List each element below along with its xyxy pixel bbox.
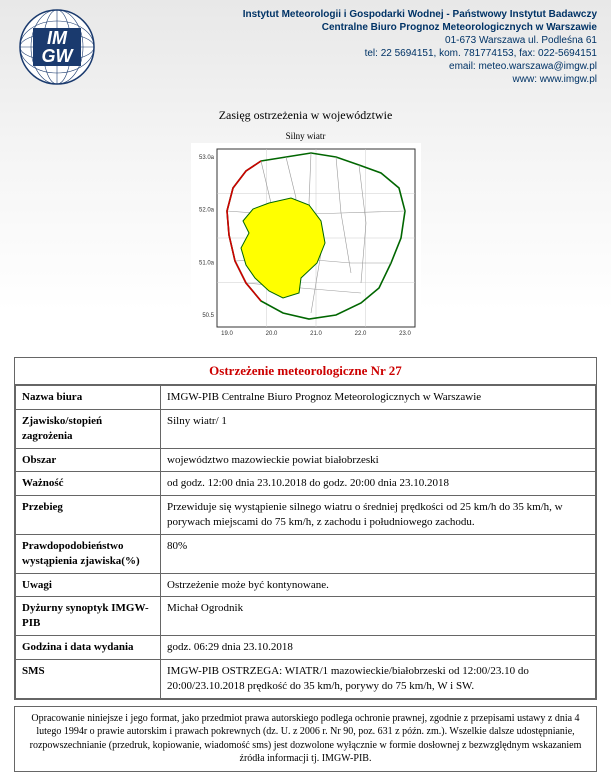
svg-text:19.0: 19.0: [221, 331, 233, 337]
header-contact-block: Instytut Meteorologii i Gospodarki Wodne…: [108, 8, 597, 86]
warning-title: Ostrzeżenie meteorologiczne Nr 27: [15, 358, 596, 385]
row-value: Silny wiatr/ 1: [161, 409, 596, 448]
svg-text:23.0: 23.0: [399, 331, 411, 337]
logo-text-bottom: GW: [42, 46, 75, 66]
svg-text:52.0a: 52.0a: [198, 208, 214, 214]
row-value: IMGW-PIB Centralne Biuro Prognoz Meteoro…: [161, 386, 596, 410]
row-label: Dyżurny synoptyk IMGW-PIB: [16, 597, 161, 636]
row-label: Uwagi: [16, 573, 161, 597]
row-value: godz. 06:29 dnia 23.10.2018: [161, 636, 596, 660]
map-container: Silny wiatr 53.0a 52.0a 51.0a 50.5 19.0 20.0 2…: [0, 131, 611, 343]
row-value: Ostrzeżenie może być kontynowane.: [161, 573, 596, 597]
row-value: Przewiduje się wystąpienie silnego wiatr…: [161, 496, 596, 535]
map-caption: Silny wiatr: [0, 131, 611, 141]
row-label: Godzina i data wydania: [16, 636, 161, 660]
svg-text:51.0a: 51.0a: [198, 260, 214, 266]
table-row: UwagiOstrzeżenie może być kontynowane.: [16, 573, 596, 597]
row-label: Nazwa biura: [16, 386, 161, 410]
svg-text:20.0: 20.0: [265, 331, 277, 337]
svg-text:21.0: 21.0: [310, 331, 322, 337]
row-value: Michał Ogrodnik: [161, 597, 596, 636]
row-value: 80%: [161, 534, 596, 573]
imgw-logo: IM GW: [18, 8, 96, 86]
table-row: PrzebiegPrzewiduje się wystąpienie silne…: [16, 496, 596, 535]
header-address: 01-673 Warszawa ul. Podleśna 61: [108, 34, 597, 47]
table-row: Obszarwojewództwo mazowieckie powiat bia…: [16, 448, 596, 472]
row-value: województwo mazowieckie powiat białobrze…: [161, 448, 596, 472]
table-row: Dyżurny synoptyk IMGW-PIBMichał Ogrodnik: [16, 597, 596, 636]
footer-text: Opracowanie niniejsze i jego format, jak…: [30, 713, 582, 765]
header-phone: tel: 22 5694151, kom. 781774153, fax: 02…: [108, 47, 597, 60]
table-row: Prawdopodobieństwo wystąpienia zjawiska(…: [16, 534, 596, 573]
warning-table-container: Ostrzeżenie meteorologiczne Nr 27 Nazwa …: [14, 357, 597, 700]
header-institute-name: Instytut Meteorologii i Gospodarki Wodne…: [108, 8, 597, 21]
header-bureau-name: Centralne Biuro Prognoz Meteorologicznyc…: [108, 21, 597, 34]
header-email: email: meteo.warszawa@imgw.pl: [108, 60, 597, 73]
table-row: SMSIMGW-PIB OSTRZEGA: WIATR/1 mazowiecki…: [16, 659, 596, 698]
header-www: www: www.imgw.pl: [108, 73, 597, 86]
map-section-title: Zasięg ostrzeżenia w województwie: [0, 108, 611, 123]
table-row: Godzina i data wydaniagodz. 06:29 dnia 2…: [16, 636, 596, 660]
table-row: Nazwa biuraIMGW-PIB Centralne Biuro Prog…: [16, 386, 596, 410]
row-value: od godz. 12:00 dnia 23.10.2018 do godz. …: [161, 472, 596, 496]
row-label: SMS: [16, 659, 161, 698]
svg-text:22.0: 22.0: [354, 331, 366, 337]
svg-text:50.5: 50.5: [202, 313, 214, 319]
table-row: Ważnośćod godz. 12:00 dnia 23.10.2018 do…: [16, 472, 596, 496]
table-row: Zjawisko/stopień zagrożeniaSilny wiatr/ …: [16, 409, 596, 448]
warning-table: Nazwa biuraIMGW-PIB Centralne Biuro Prog…: [15, 385, 596, 699]
row-value: IMGW-PIB OSTRZEGA: WIATR/1 mazowieckie/b…: [161, 659, 596, 698]
warning-map: 53.0a 52.0a 51.0a 50.5 19.0 20.0 21.0 22.0 23.0: [191, 143, 421, 343]
copyright-footer: Opracowanie niniejsze i jego format, jak…: [14, 706, 597, 772]
row-label: Obszar: [16, 448, 161, 472]
row-label: Zjawisko/stopień zagrożenia: [16, 409, 161, 448]
logo-text-top: IM: [47, 28, 68, 48]
svg-text:53.0a: 53.0a: [198, 155, 214, 161]
row-label: Prawdopodobieństwo wystąpienia zjawiska(…: [16, 534, 161, 573]
row-label: Ważność: [16, 472, 161, 496]
row-label: Przebieg: [16, 496, 161, 535]
document-header: IM GW Instytut Meteorologii i Gospodarki…: [0, 0, 611, 90]
